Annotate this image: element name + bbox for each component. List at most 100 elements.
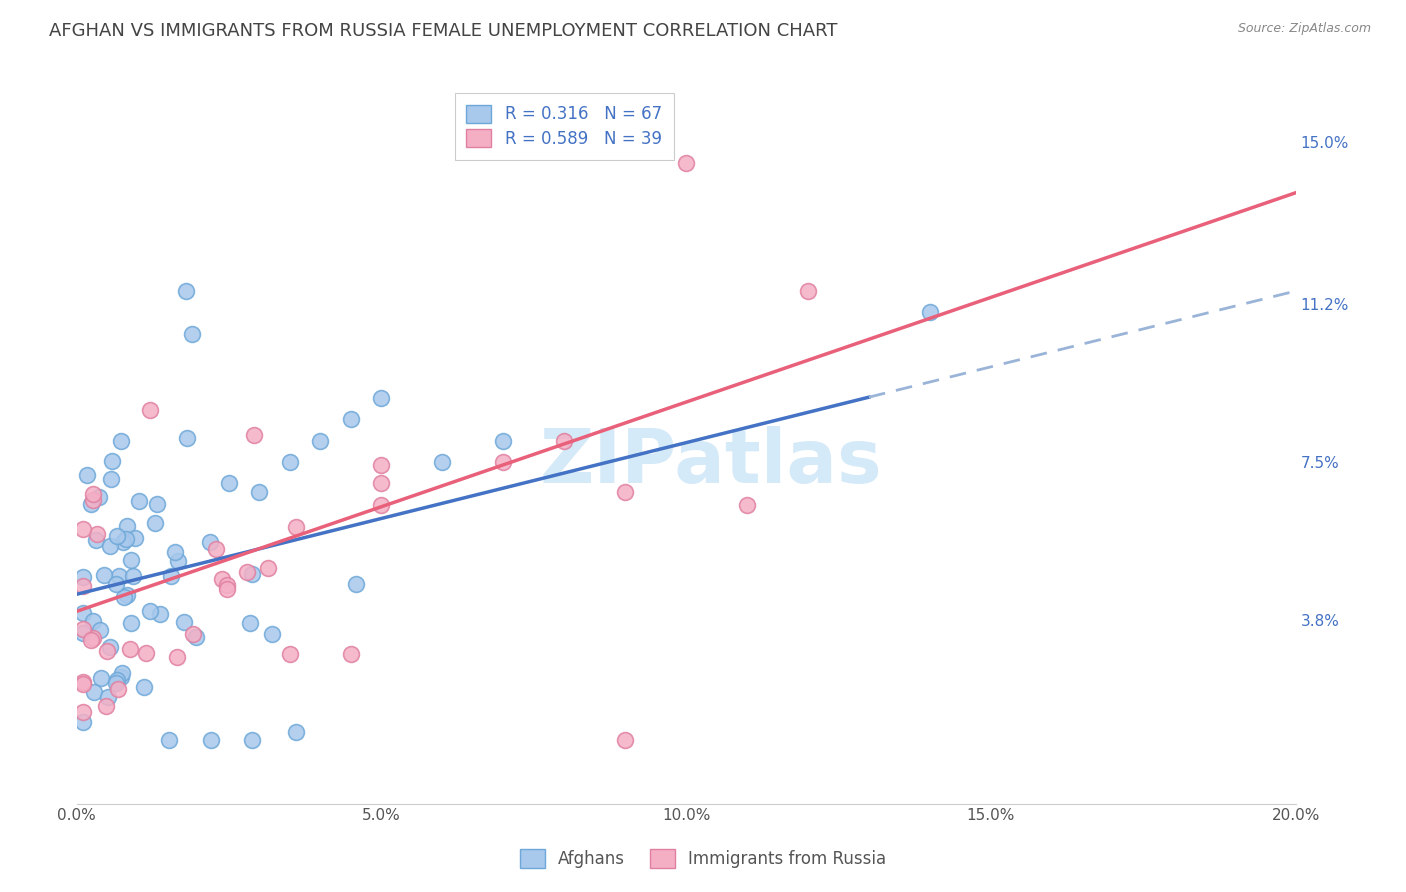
Point bbox=[72, 522, 94, 536]
Point bbox=[72, 623, 94, 637]
Point bbox=[176, 431, 198, 445]
Point bbox=[76, 468, 98, 483]
Point bbox=[159, 732, 181, 747]
Point bbox=[218, 476, 240, 491]
Point bbox=[100, 473, 122, 487]
Point bbox=[72, 579, 94, 593]
Point bbox=[132, 680, 155, 694]
Point bbox=[675, 156, 697, 170]
Point bbox=[84, 533, 107, 547]
Point bbox=[284, 520, 307, 534]
Point bbox=[105, 528, 128, 542]
Point bbox=[138, 403, 160, 417]
Point bbox=[86, 527, 108, 541]
Point bbox=[614, 484, 637, 499]
Point bbox=[370, 391, 392, 405]
Point bbox=[93, 568, 115, 582]
Point bbox=[174, 284, 197, 298]
Point bbox=[284, 725, 307, 739]
Point bbox=[166, 650, 188, 665]
Point bbox=[90, 671, 112, 685]
Point bbox=[72, 570, 94, 584]
Text: Source: ZipAtlas.com: Source: ZipAtlas.com bbox=[1237, 22, 1371, 36]
Point bbox=[96, 644, 118, 658]
Point bbox=[83, 684, 105, 698]
Point bbox=[217, 582, 239, 597]
Point bbox=[72, 626, 94, 640]
Point bbox=[111, 534, 134, 549]
Point bbox=[100, 454, 122, 468]
Point bbox=[124, 532, 146, 546]
Point bbox=[159, 569, 181, 583]
Point bbox=[143, 516, 166, 530]
Point bbox=[257, 561, 280, 575]
Point bbox=[340, 647, 363, 661]
Point bbox=[89, 624, 111, 638]
Point bbox=[94, 698, 117, 713]
Point bbox=[82, 614, 104, 628]
Point bbox=[370, 498, 392, 512]
Point bbox=[553, 434, 575, 448]
Point bbox=[278, 647, 301, 661]
Point bbox=[118, 642, 141, 657]
Point bbox=[80, 497, 103, 511]
Point bbox=[240, 732, 263, 747]
Point bbox=[181, 326, 204, 341]
Point bbox=[100, 540, 122, 554]
Point bbox=[72, 677, 94, 691]
Point bbox=[89, 490, 111, 504]
Point bbox=[146, 496, 169, 510]
Point bbox=[249, 484, 271, 499]
Point bbox=[198, 534, 221, 549]
Point bbox=[115, 588, 138, 602]
Point bbox=[309, 434, 332, 448]
Point bbox=[344, 577, 367, 591]
Legend: Afghans, Immigrants from Russia: Afghans, Immigrants from Russia bbox=[513, 843, 893, 875]
Point bbox=[128, 493, 150, 508]
Text: ZIPatlas: ZIPatlas bbox=[538, 425, 882, 499]
Point bbox=[217, 577, 239, 591]
Point bbox=[236, 565, 259, 579]
Point bbox=[112, 590, 135, 604]
Point bbox=[104, 675, 127, 690]
Point bbox=[173, 615, 195, 630]
Point bbox=[492, 455, 515, 469]
Point bbox=[82, 493, 104, 508]
Point bbox=[149, 607, 172, 621]
Point bbox=[120, 615, 142, 630]
Point bbox=[105, 673, 128, 687]
Point bbox=[110, 434, 132, 448]
Point bbox=[72, 705, 94, 719]
Point bbox=[614, 732, 637, 747]
Point bbox=[340, 412, 363, 426]
Text: AFGHAN VS IMMIGRANTS FROM RUSSIA FEMALE UNEMPLOYMENT CORRELATION CHART: AFGHAN VS IMMIGRANTS FROM RUSSIA FEMALE … bbox=[49, 22, 838, 40]
Point bbox=[239, 615, 262, 630]
Point bbox=[107, 569, 129, 583]
Point bbox=[240, 567, 263, 582]
Point bbox=[98, 640, 121, 654]
Point bbox=[115, 533, 138, 547]
Point bbox=[211, 572, 233, 586]
Point bbox=[72, 675, 94, 690]
Point bbox=[120, 553, 142, 567]
Point bbox=[262, 627, 284, 641]
Point bbox=[165, 545, 187, 559]
Point bbox=[370, 458, 392, 472]
Point bbox=[492, 434, 515, 448]
Point bbox=[117, 518, 139, 533]
Point bbox=[82, 631, 104, 645]
Point bbox=[797, 284, 820, 298]
Point bbox=[735, 498, 758, 512]
Point bbox=[122, 569, 145, 583]
Point bbox=[200, 732, 222, 747]
Point bbox=[432, 455, 454, 469]
Point bbox=[97, 690, 120, 704]
Point bbox=[205, 542, 228, 557]
Point bbox=[181, 627, 204, 641]
Point bbox=[72, 714, 94, 729]
Point bbox=[72, 606, 94, 620]
Point bbox=[167, 554, 190, 568]
Point bbox=[135, 646, 157, 660]
Point bbox=[80, 632, 103, 647]
Legend: R = 0.316   N = 67, R = 0.589   N = 39: R = 0.316 N = 67, R = 0.589 N = 39 bbox=[454, 93, 673, 160]
